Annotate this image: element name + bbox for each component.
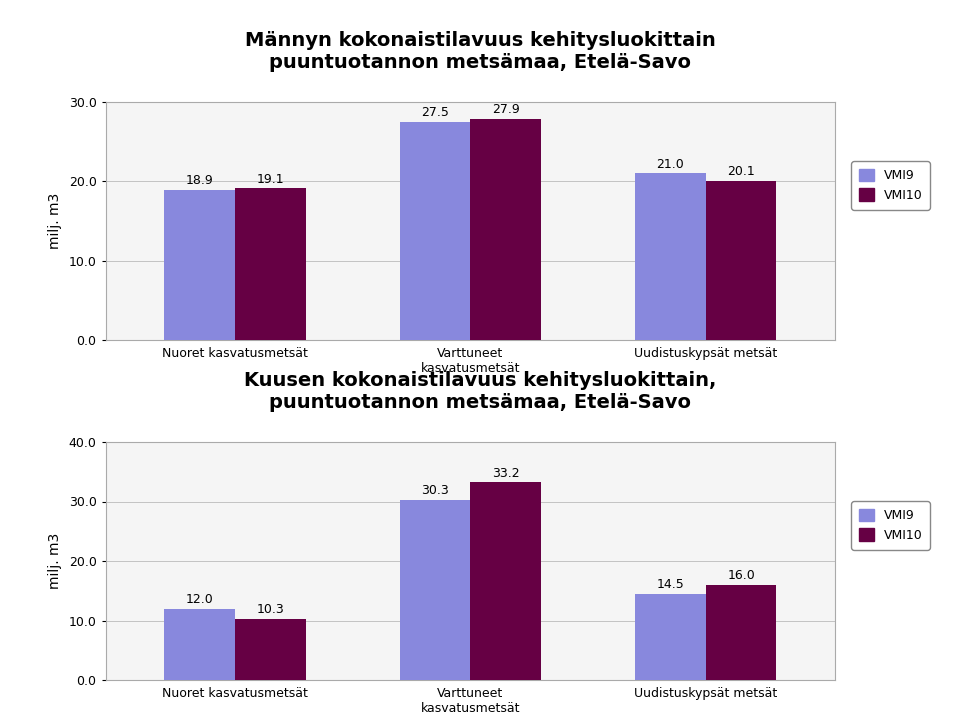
- Text: 12.0: 12.0: [186, 593, 214, 606]
- Text: Männyn kokonaistilavuus kehitysluokittain
puuntuotannon metsämaa, Etelä-Savo: Männyn kokonaistilavuus kehitysluokittai…: [245, 31, 715, 72]
- Bar: [636, 174, 706, 340]
- Bar: [706, 181, 777, 340]
- Bar: [706, 585, 777, 680]
- Text: 27.9: 27.9: [492, 103, 519, 116]
- Legend: VMI9, VMI10: VMI9, VMI10: [852, 161, 930, 209]
- Text: VMI10/  9.8.2007: VMI10/ 9.8.2007: [10, 693, 105, 703]
- Bar: [399, 500, 470, 680]
- Text: 18.9: 18.9: [186, 174, 214, 187]
- Text: 19.1: 19.1: [256, 172, 284, 186]
- Text: 27.5: 27.5: [421, 106, 449, 119]
- Y-axis label: milj. m3: milj. m3: [48, 193, 61, 249]
- Text: 16.0: 16.0: [727, 569, 755, 582]
- Text: METLA: METLA: [871, 689, 950, 706]
- Text: 10.3: 10.3: [256, 603, 284, 616]
- Y-axis label: milj. m3: milj. m3: [48, 533, 61, 589]
- Bar: [470, 483, 541, 680]
- Text: 14.5: 14.5: [657, 578, 684, 591]
- Legend: VMI9, VMI10: VMI9, VMI10: [852, 501, 930, 550]
- Text: 21.0: 21.0: [657, 157, 684, 171]
- Bar: [164, 608, 235, 680]
- Text: 33.2: 33.2: [492, 467, 519, 480]
- Text: 13: 13: [472, 691, 488, 704]
- Bar: [235, 189, 305, 340]
- Bar: [235, 618, 305, 680]
- Bar: [399, 122, 470, 340]
- Bar: [470, 119, 541, 340]
- Text: 30.3: 30.3: [421, 484, 449, 497]
- Bar: [636, 593, 706, 680]
- Bar: [164, 190, 235, 340]
- Text: 20.1: 20.1: [727, 164, 755, 178]
- Text: Kuusen kokonaistilavuus kehitysluokittain,
puuntuotannon metsämaa, Etelä-Savo: Kuusen kokonaistilavuus kehitysluokittai…: [244, 370, 716, 412]
